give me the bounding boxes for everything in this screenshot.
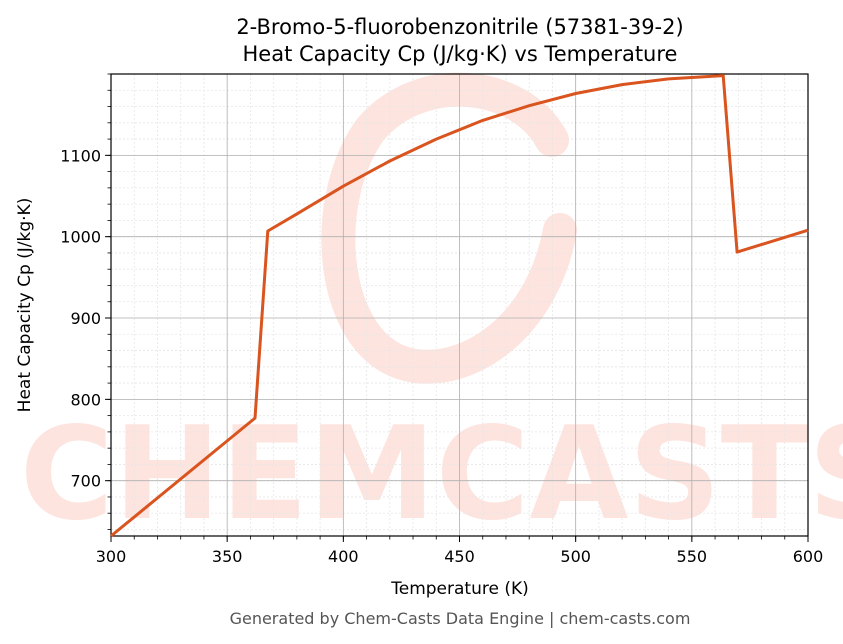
y-tick-label: 800 <box>70 390 101 409</box>
x-tick-label: 600 <box>793 547 824 566</box>
y-tick-label: 1000 <box>60 228 101 247</box>
series-line-0 <box>110 74 809 538</box>
series-layer <box>110 74 809 538</box>
x-axis-label: Temperature (K) <box>390 579 529 599</box>
x-tick-label: 300 <box>96 547 127 566</box>
x-tick-label: 500 <box>560 547 591 566</box>
x-tick-label: 400 <box>328 547 359 566</box>
chemcasts-watermark: CHEMCASTS <box>20 72 843 549</box>
y-tick-label: 1100 <box>60 146 101 165</box>
y-tick-label: 700 <box>70 472 101 491</box>
y-axis-label: Heat Capacity Cp (J/kg·K) <box>15 198 35 413</box>
y-tick-label: 900 <box>70 309 101 328</box>
chart-title: 2-Bromo-5-fluorobenzonitrile (57381-39-2… <box>236 15 683 39</box>
footer-credit: Generated by Chem-Casts Data Engine | ch… <box>230 609 691 628</box>
x-tick-label: 450 <box>444 547 475 566</box>
axis-ticks: 300 350 400 450 500 550 600 700 800 900 1000 1100 <box>60 73 824 566</box>
x-tick-label: 350 <box>212 547 243 566</box>
chart-subtitle: Heat Capacity Cp (J/kg·K) vs Temperature <box>243 42 678 66</box>
x-tick-label: 550 <box>677 547 708 566</box>
watermark-text: CHEMCASTS <box>20 400 843 549</box>
